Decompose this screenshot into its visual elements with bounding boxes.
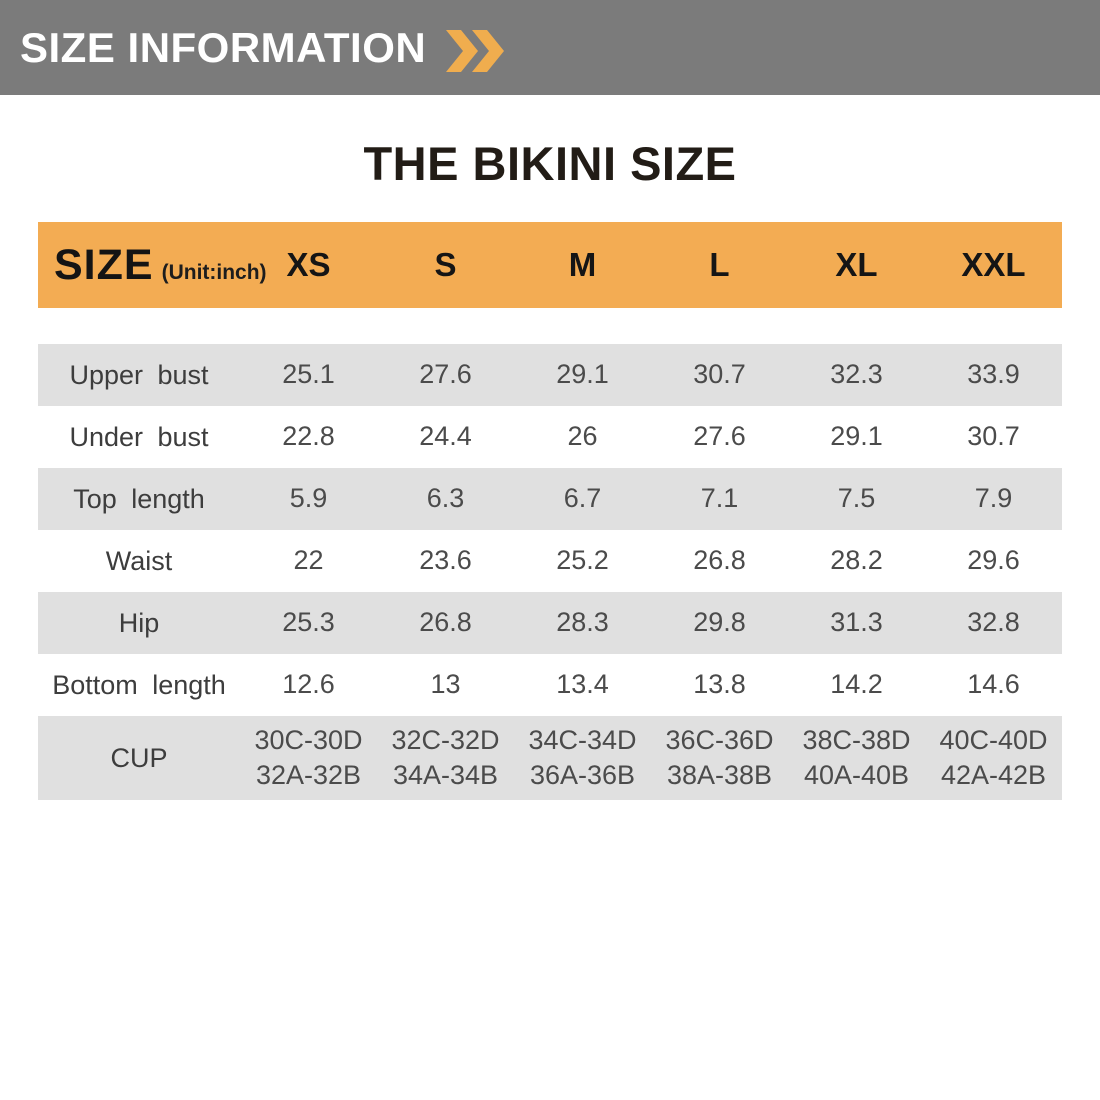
table-cell: 29.1: [830, 421, 883, 452]
column-header-m: M: [568, 246, 597, 283]
table-row-top-length: Top length 5.9 6.3 6.7 7.1 7.5 7.9: [38, 468, 1062, 530]
table-cell: 13.8: [693, 669, 746, 700]
table-cell: 25.1: [282, 359, 335, 390]
row-label: Bottom length: [52, 669, 226, 700]
table-cell: 31.3: [830, 607, 883, 638]
row-label: Upper bust: [69, 359, 209, 390]
table-cell: 33.9: [967, 359, 1020, 390]
column-header-xs: XS: [286, 246, 331, 283]
table-cell: 5.9: [289, 483, 328, 514]
column-header-s: S: [434, 246, 457, 283]
table-cell: 29.8: [693, 607, 746, 638]
table-cell: 7.9: [974, 483, 1013, 514]
banner: SIZE INFORMATION: [0, 0, 1100, 95]
table-cell: 22.8: [282, 421, 335, 452]
column-header-xl: XL: [835, 246, 878, 283]
table-cell: 25.3: [282, 607, 335, 638]
row-label: CUP: [110, 742, 168, 773]
table-cell: 6.3: [426, 483, 465, 514]
size-table: SIZE (Unit:inch) XS S M L XL XXL Upper b…: [38, 222, 1062, 800]
unit-label: (Unit:inch): [161, 260, 267, 284]
row-label: Top length: [73, 483, 205, 514]
table-cell: 26.8: [419, 607, 472, 638]
table-row-cup: CUP 30C-30D 32A-32B 32C-32D 34A-34B 34C-…: [38, 716, 1062, 800]
size-table-body: Upper bust 25.1 27.6 29.1 30.7 32.3 33.9…: [38, 344, 1062, 800]
table-cell: 28.2: [830, 545, 883, 576]
table-cell: 30C-30D 32A-32B: [254, 724, 363, 790]
table-cell: 7.5: [837, 483, 876, 514]
table-row-hip: Hip 25.3 26.8 28.3 29.8 31.3 32.8: [38, 592, 1062, 654]
row-label: Waist: [105, 545, 173, 576]
table-cell: 23.6: [419, 545, 472, 576]
table-cell: 26: [567, 421, 598, 452]
table-row-upper-bust: Upper bust 25.1 27.6 29.1 30.7 32.3 33.9: [38, 344, 1062, 406]
column-header-xxl: XXL: [961, 246, 1026, 283]
table-cell: 14.2: [830, 669, 883, 700]
table-cell: 32C-32D 34A-34B: [391, 724, 500, 790]
row-label: Hip: [118, 607, 160, 638]
table-cell: 13.4: [556, 669, 609, 700]
table-cell: 12.6: [282, 669, 335, 700]
table-cell: 29.1: [556, 359, 609, 390]
table-row-under-bust: Under bust 22.8 24.4 26 27.6 29.1 30.7: [38, 406, 1062, 468]
table-cell: 36C-36D 38A-38B: [665, 724, 774, 790]
table-cell: 27.6: [693, 421, 746, 452]
table-cell: 30.7: [693, 359, 746, 390]
table-cell: 29.6: [967, 545, 1020, 576]
size-label: SIZE: [54, 240, 154, 289]
double-chevron-right-icon: [446, 29, 505, 72]
size-table-header-label-cell: SIZE (Unit:inch): [38, 240, 267, 290]
row-label: Under bust: [69, 421, 209, 452]
table-cell: 6.7: [563, 483, 602, 514]
size-table-header-row: SIZE (Unit:inch) XS S M L XL XXL: [38, 222, 1062, 308]
table-cell: 7.1: [700, 483, 739, 514]
table-cell: 14.6: [967, 669, 1020, 700]
table-cell: 26.8: [693, 545, 746, 576]
table-cell: 40C-40D 42A-42B: [939, 724, 1048, 790]
banner-title: SIZE INFORMATION: [20, 23, 427, 71]
table-cell: 30.7: [967, 421, 1020, 452]
table-cell: 27.6: [419, 359, 472, 390]
table-cell: 28.3: [556, 607, 609, 638]
table-row-waist: Waist 22 23.6 25.2 26.8 28.2 29.6: [38, 530, 1062, 592]
table-cell: 13: [430, 669, 461, 700]
table-cell: 22: [293, 545, 324, 576]
table-row-bottom-length: Bottom length 12.6 13 13.4 13.8 14.2 14.…: [38, 654, 1062, 716]
table-cell: 34C-34D 36A-36B: [528, 724, 637, 790]
table-cell: 25.2: [556, 545, 609, 576]
table-cell: 32.3: [830, 359, 883, 390]
page-title: THE BIKINI SIZE: [363, 137, 737, 190]
table-cell: 24.4: [419, 421, 472, 452]
column-header-l: L: [709, 246, 730, 283]
table-cell: 32.8: [967, 607, 1020, 638]
table-cell: 38C-38D 40A-40B: [802, 724, 911, 790]
